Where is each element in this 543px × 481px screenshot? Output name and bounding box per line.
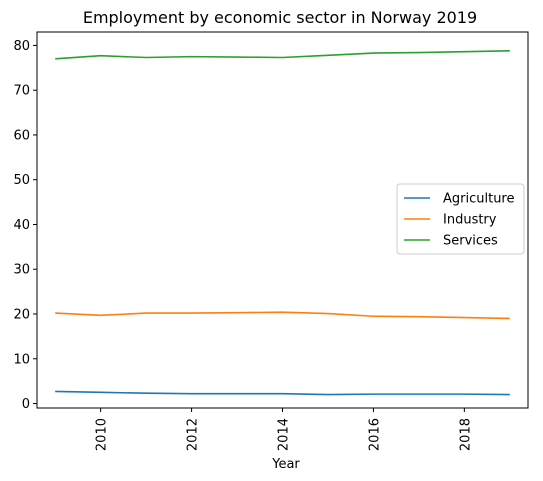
legend-label-industry: Industry <box>443 213 497 228</box>
y-tick-label: 40 <box>13 218 30 233</box>
x-tick-label: 2014 <box>277 418 292 451</box>
x-tick-label: 2018 <box>458 418 473 451</box>
y-tick-label: 80 <box>13 39 30 54</box>
y-tick-label: 30 <box>13 263 30 278</box>
y-tick-label: 60 <box>13 128 30 143</box>
legend-label-services: Services <box>443 234 498 249</box>
x-tick-label: 2012 <box>186 418 201 451</box>
legend: Agriculture Industry Services <box>396 183 525 255</box>
series-line-agriculture <box>55 390 510 396</box>
y-axis-ticks: 0 10 20 30 40 50 60 70 80 <box>13 39 37 412</box>
y-tick-label: 50 <box>13 173 30 188</box>
x-axis-label: Year <box>271 457 300 472</box>
y-tick-label: 70 <box>13 84 30 99</box>
x-tick-label: 2016 <box>367 418 382 451</box>
legend-box <box>396 183 525 255</box>
y-tick-label: 20 <box>13 308 30 323</box>
chart-title: Employment by economic sector in Norway … <box>83 8 477 27</box>
series-line-services <box>55 50 510 60</box>
x-axis-ticks: 2010 2012 2014 2016 2018 <box>95 408 473 451</box>
legend-label-agriculture: Agriculture <box>443 192 515 207</box>
y-tick-label: 10 <box>13 352 30 367</box>
x-tick-label: 2010 <box>95 418 110 451</box>
series-line-industry <box>55 311 510 320</box>
y-tick-label: 0 <box>22 397 30 412</box>
